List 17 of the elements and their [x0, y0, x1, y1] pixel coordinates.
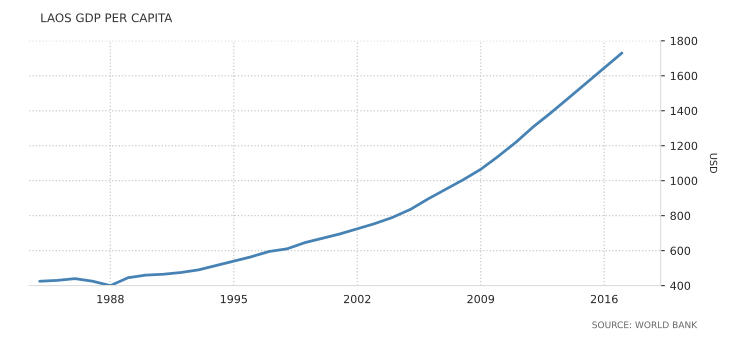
y-tick-label: 800: [670, 212, 690, 220]
source-note: SOURCE: WORLD BANK: [592, 321, 698, 328]
y-axis-title: USD: [710, 154, 718, 174]
y-tick-label: 600: [670, 246, 690, 256]
y-tick-label: 1600: [670, 72, 698, 80]
x-tick-label: 1988: [97, 294, 124, 304]
line-series: [38, 52, 624, 286]
y-tick-label: 1200: [670, 142, 698, 150]
x-tick-label: 1995: [220, 294, 247, 304]
y-tick-label: 400: [670, 282, 690, 290]
y-tick-label: 1800: [670, 36, 698, 46]
chart-title: LAOS GDP PER CAPITA: [41, 13, 172, 22]
x-tick-label: 2009: [467, 294, 494, 304]
x-tick-label: 2002: [344, 294, 370, 304]
y-tick-label: 1000: [670, 176, 698, 186]
x-tick-label: 2016: [590, 294, 618, 304]
y-tick-label: 1400: [670, 106, 698, 116]
